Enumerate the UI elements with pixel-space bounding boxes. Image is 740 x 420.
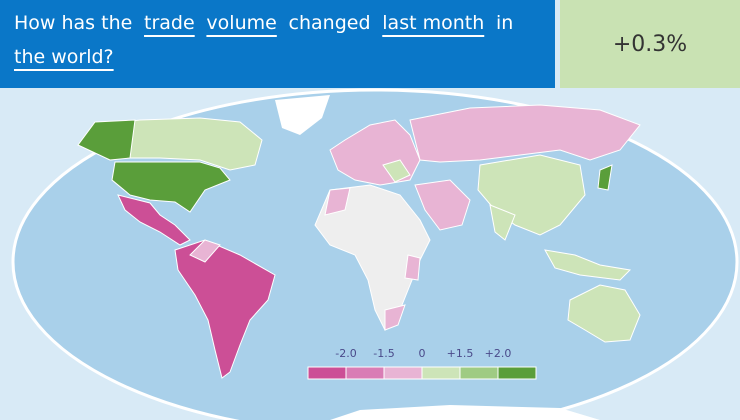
- legend-swatch: [307, 366, 347, 380]
- east-africa: [404, 254, 421, 281]
- legend: -2.0 -1.5 0 +1.5 +2.0: [307, 347, 537, 380]
- india: [489, 204, 516, 241]
- middle-east: [414, 179, 471, 231]
- legend-swatch: [383, 366, 423, 380]
- legend-swatch: [421, 366, 461, 380]
- south-america: [174, 239, 276, 379]
- australia: [567, 284, 641, 343]
- legend-label: -2.0: [335, 347, 356, 360]
- legend-label: 0: [419, 347, 426, 360]
- usa: [111, 161, 231, 213]
- legend-swatch: [497, 366, 537, 380]
- russia: [409, 104, 641, 163]
- indonesia: [544, 249, 632, 281]
- greenland: [275, 95, 330, 135]
- question-text: in: [495, 12, 514, 34]
- legend-label: +1.5: [447, 347, 474, 360]
- question-selector[interactable]: the world?: [14, 46, 114, 68]
- antarctica: [330, 405, 600, 420]
- venezuela: [189, 239, 221, 263]
- mexico: [117, 194, 191, 246]
- question-text: changed: [288, 12, 371, 34]
- question-selector[interactable]: volume: [206, 12, 277, 34]
- south-africa: [384, 304, 406, 331]
- north-africa: [324, 187, 351, 216]
- alaska: [77, 119, 136, 161]
- result-value: +0.3%: [560, 0, 740, 88]
- legend-label: +2.0: [485, 347, 512, 360]
- legend-label: -1.5: [373, 347, 394, 360]
- question: How has the trade volume changed last mo…: [0, 0, 555, 88]
- question-text: How has the: [14, 12, 133, 34]
- legend-swatch: [459, 366, 499, 380]
- question-selector[interactable]: trade: [144, 12, 195, 34]
- legend-swatch: [345, 366, 385, 380]
- europe-east: [382, 159, 411, 183]
- world-map: -2.0 -1.5 0 +1.5 +2.0: [11, 88, 739, 420]
- question-selector[interactable]: last month: [382, 12, 485, 34]
- japan: [597, 164, 613, 191]
